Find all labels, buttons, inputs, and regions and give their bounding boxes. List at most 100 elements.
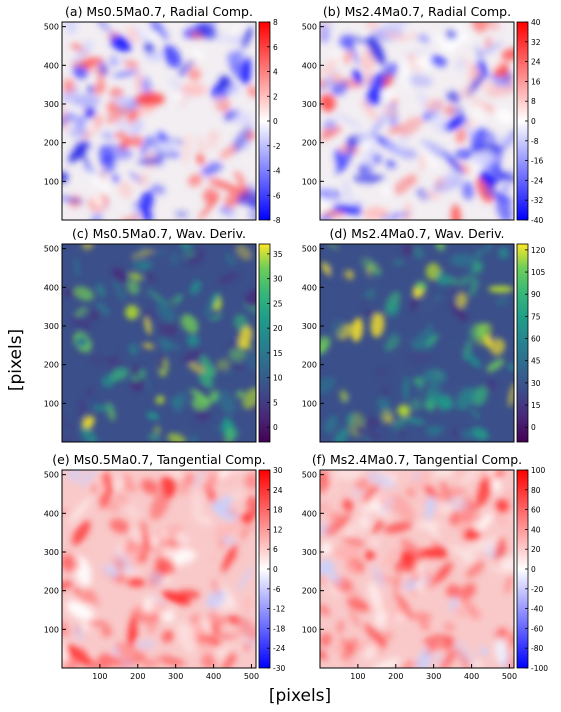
y-tick-label: 400 [44,61,59,70]
colorbar-tick-label: 30 [273,275,283,284]
y-tick-label: 300 [302,100,317,109]
y-tick-label: 500 [302,23,317,32]
colorbar-tick-label: 0 [273,423,278,432]
y-tick-label: 100 [44,177,59,186]
colorbar-tick-label: -100 [531,664,548,673]
y-tick-label: 500 [44,23,59,32]
y-tick-label: 400 [44,283,59,292]
y-tick-label: 200 [302,361,317,370]
heatmap-field [320,470,514,668]
x-tick-label: 300 [168,672,183,681]
y-tick-label: 400 [44,509,59,518]
colorbar-tick-label: 6 [273,545,278,554]
panel-title: (a) Ms0.5Ma0.7, Radial Comp. [65,4,253,19]
colorbar-tick-label: 0 [531,117,536,126]
y-tick-label: 400 [302,283,317,292]
colorbar: 0 5 10 15 20 25 30 35 [258,243,283,443]
y-axis-label: [pixels] [2,329,28,391]
x-tick-label: 200 [388,672,403,681]
panel-title: (e) Ms0.5Ma0.7, Tangential Comp. [52,452,266,467]
y-tick-label: 500 [302,471,317,480]
colorbar-tick-label: 35 [273,250,283,259]
colorbar-tick-label: 10 [273,374,283,383]
colorbar-tick-label: 40 [531,525,541,534]
colorbar-tick-label: -2 [273,142,281,151]
y-tick-label: 400 [302,61,317,70]
colorbar-tick-label: 60 [531,335,541,344]
x-tick-label: 400 [206,672,221,681]
y-tick-label: 200 [302,139,317,148]
colorbar-tick-label: 30 [273,466,283,475]
colorbar-tick-label: -8 [273,216,281,225]
colorbar-tick-label: 25 [273,299,283,308]
y-tick-label: 100 [44,625,59,634]
colorbar: -40 -32 -24 -16 -8 0 8 16 24 32 40 [516,18,543,225]
axes-frame [319,243,515,443]
y-tick-label: 300 [44,322,59,331]
colorbar-tick-label: -80 [531,644,543,653]
colorbar-tick-label: -4 [273,167,281,176]
colorbar-tick-label: -24 [273,644,285,653]
colorbar-tick-label: 20 [273,324,283,333]
colorbar-tick-label: -6 [273,191,281,200]
axes-frame [61,469,257,669]
colorbar-tick-label: 60 [531,506,541,515]
colorbar-tick-label: 16 [531,77,541,86]
y-tick-label: 500 [44,471,59,480]
y-tick-label: 200 [44,361,59,370]
colorbar-tick-label: -60 [531,624,543,633]
colorbar-tick-label: 5 [273,398,278,407]
colorbar-tick-label: 6 [273,43,278,52]
x-tick-label: 100 [92,672,107,681]
y-tick-label: 100 [44,399,59,408]
x-tick-label: 500 [502,672,517,681]
colorbar-tick-label: -32 [531,196,543,205]
colorbar-tick-label: 90 [531,290,541,299]
colorbar-tick-label: -24 [531,176,543,185]
axes-frame [61,21,257,221]
axes-frame [319,21,515,221]
x-tick-label: 400 [464,672,479,681]
colorbar: 0 15 30 45 60 75 90 105 120 [516,243,546,443]
x-tick-label: 500 [244,672,259,681]
y-tick-label: 200 [302,587,317,596]
colorbar-tick-label: -40 [531,605,543,614]
colorbar: -100 -80 -60 -40 -20 0 20 40 60 80 100 [516,466,548,673]
colorbar-tick-label: 2 [273,92,278,101]
colorbar-tick-label: 105 [531,268,546,277]
colorbar: -8 -6 -4 -2 0 2 4 6 8 [258,18,281,225]
colorbar-tick-label: 15 [531,401,541,410]
colorbar-tick-label: 4 [273,68,278,77]
y-tick-label: 300 [302,548,317,557]
colorbar-tick-label: 24 [531,58,541,67]
colorbar-tick-label: 80 [531,486,541,495]
heatmap-field [62,244,256,442]
colorbar-tick-label: 75 [531,312,541,321]
colorbar-tick-label: 40 [531,18,541,27]
y-tick-label: 200 [44,139,59,148]
x-tick-label: 100 [350,672,365,681]
colorbar-tick-label: 8 [531,97,536,106]
colorbar-tick-label: 100 [531,466,546,475]
colorbar-tick-label: -40 [531,216,543,225]
x-axis-label: [pixels] [268,686,332,706]
colorbar-tick-label: -20 [531,585,543,594]
heatmap-field [320,22,514,220]
y-tick-label: 200 [44,587,59,596]
panel-title: (d) Ms2.4Ma0.7, Wav. Deriv. [329,226,504,241]
y-tick-label: 100 [302,399,317,408]
colorbar-tick-label: -8 [531,137,539,146]
y-tick-label: 100 [302,177,317,186]
panel-a: 100 200 300 400 500 (a) Ms0.5Ma0.7, Radial Co… [44,4,281,225]
colorbar-tick-label: 12 [273,525,283,534]
axes-frame [319,469,515,669]
svg-text:[pixels]: [pixels] [6,330,26,390]
colorbar-tick-label: 0 [531,423,536,432]
colorbar-tick-label: 120 [531,246,546,255]
colorbar-tick-label: -12 [273,605,285,614]
colorbar-tick-label: -30 [273,664,285,673]
